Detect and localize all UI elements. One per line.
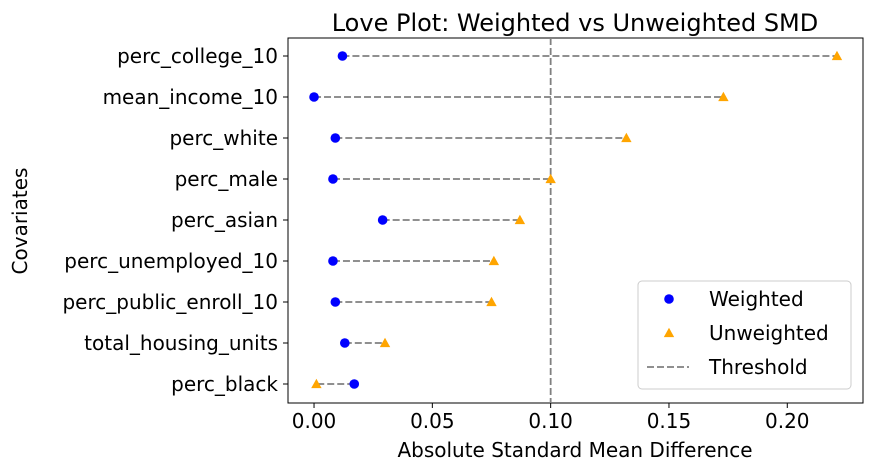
unweighted-point <box>311 378 322 389</box>
unweighted-point <box>831 50 843 61</box>
legend-box <box>637 280 852 390</box>
unweighted-point <box>621 132 632 143</box>
y-tick-label: total_housing_units <box>84 331 278 355</box>
legend-label: Unweighted <box>709 321 829 345</box>
x-tick-label: 0.15 <box>647 409 692 433</box>
x-tick-label: 0.10 <box>528 409 573 433</box>
unweighted-point <box>545 173 556 184</box>
legend-unweighted-marker <box>663 327 675 338</box>
chart-title: Love Plot: Weighted vs Unweighted SMD <box>332 9 819 37</box>
weighted-point <box>339 338 350 348</box>
weighted-point <box>337 51 348 61</box>
weighted-point <box>330 133 341 143</box>
legend: Weighted Unweighted Threshold <box>637 280 852 390</box>
weighted-point <box>330 297 341 307</box>
y-tick-label: perc_asian <box>171 208 278 232</box>
legend-label: Threshold <box>708 355 808 379</box>
y-tick-label: perc_public_enroll_10 <box>62 290 278 314</box>
x-tick-label: 0.00 <box>292 409 337 433</box>
y-tick-label: perc_white <box>169 126 278 150</box>
weighted-point <box>309 92 319 102</box>
weighted-point <box>328 174 338 184</box>
y-tick-label: perc_unemployed_10 <box>64 249 278 273</box>
unweighted-point <box>514 214 526 225</box>
y-tick-label: perc_college_10 <box>117 44 278 68</box>
y-tick-label: perc_black <box>171 372 278 396</box>
unweighted-point <box>718 91 729 102</box>
y-axis-label: Covariates <box>8 168 32 275</box>
x-axis-label: Absolute Standard Mean Difference <box>397 438 752 462</box>
unweighted-point <box>379 337 391 348</box>
weighted-point <box>328 256 338 266</box>
weighted-point <box>377 215 388 225</box>
x-tick-label: 0.20 <box>765 409 810 433</box>
y-tick-label: perc_male <box>175 167 278 191</box>
unweighted-point <box>486 296 497 307</box>
x-tick-label: 0.05 <box>410 409 455 433</box>
weighted-point <box>349 379 360 389</box>
legend-label: Weighted <box>709 287 804 311</box>
unweighted-point <box>488 255 500 266</box>
legend-weighted-marker <box>664 294 674 304</box>
y-tick-label: mean_income_10 <box>103 85 278 109</box>
plot-area: 0.00 0.05 0.10 0.15 0.20 perc_college_10 mean_… <box>62 37 864 433</box>
